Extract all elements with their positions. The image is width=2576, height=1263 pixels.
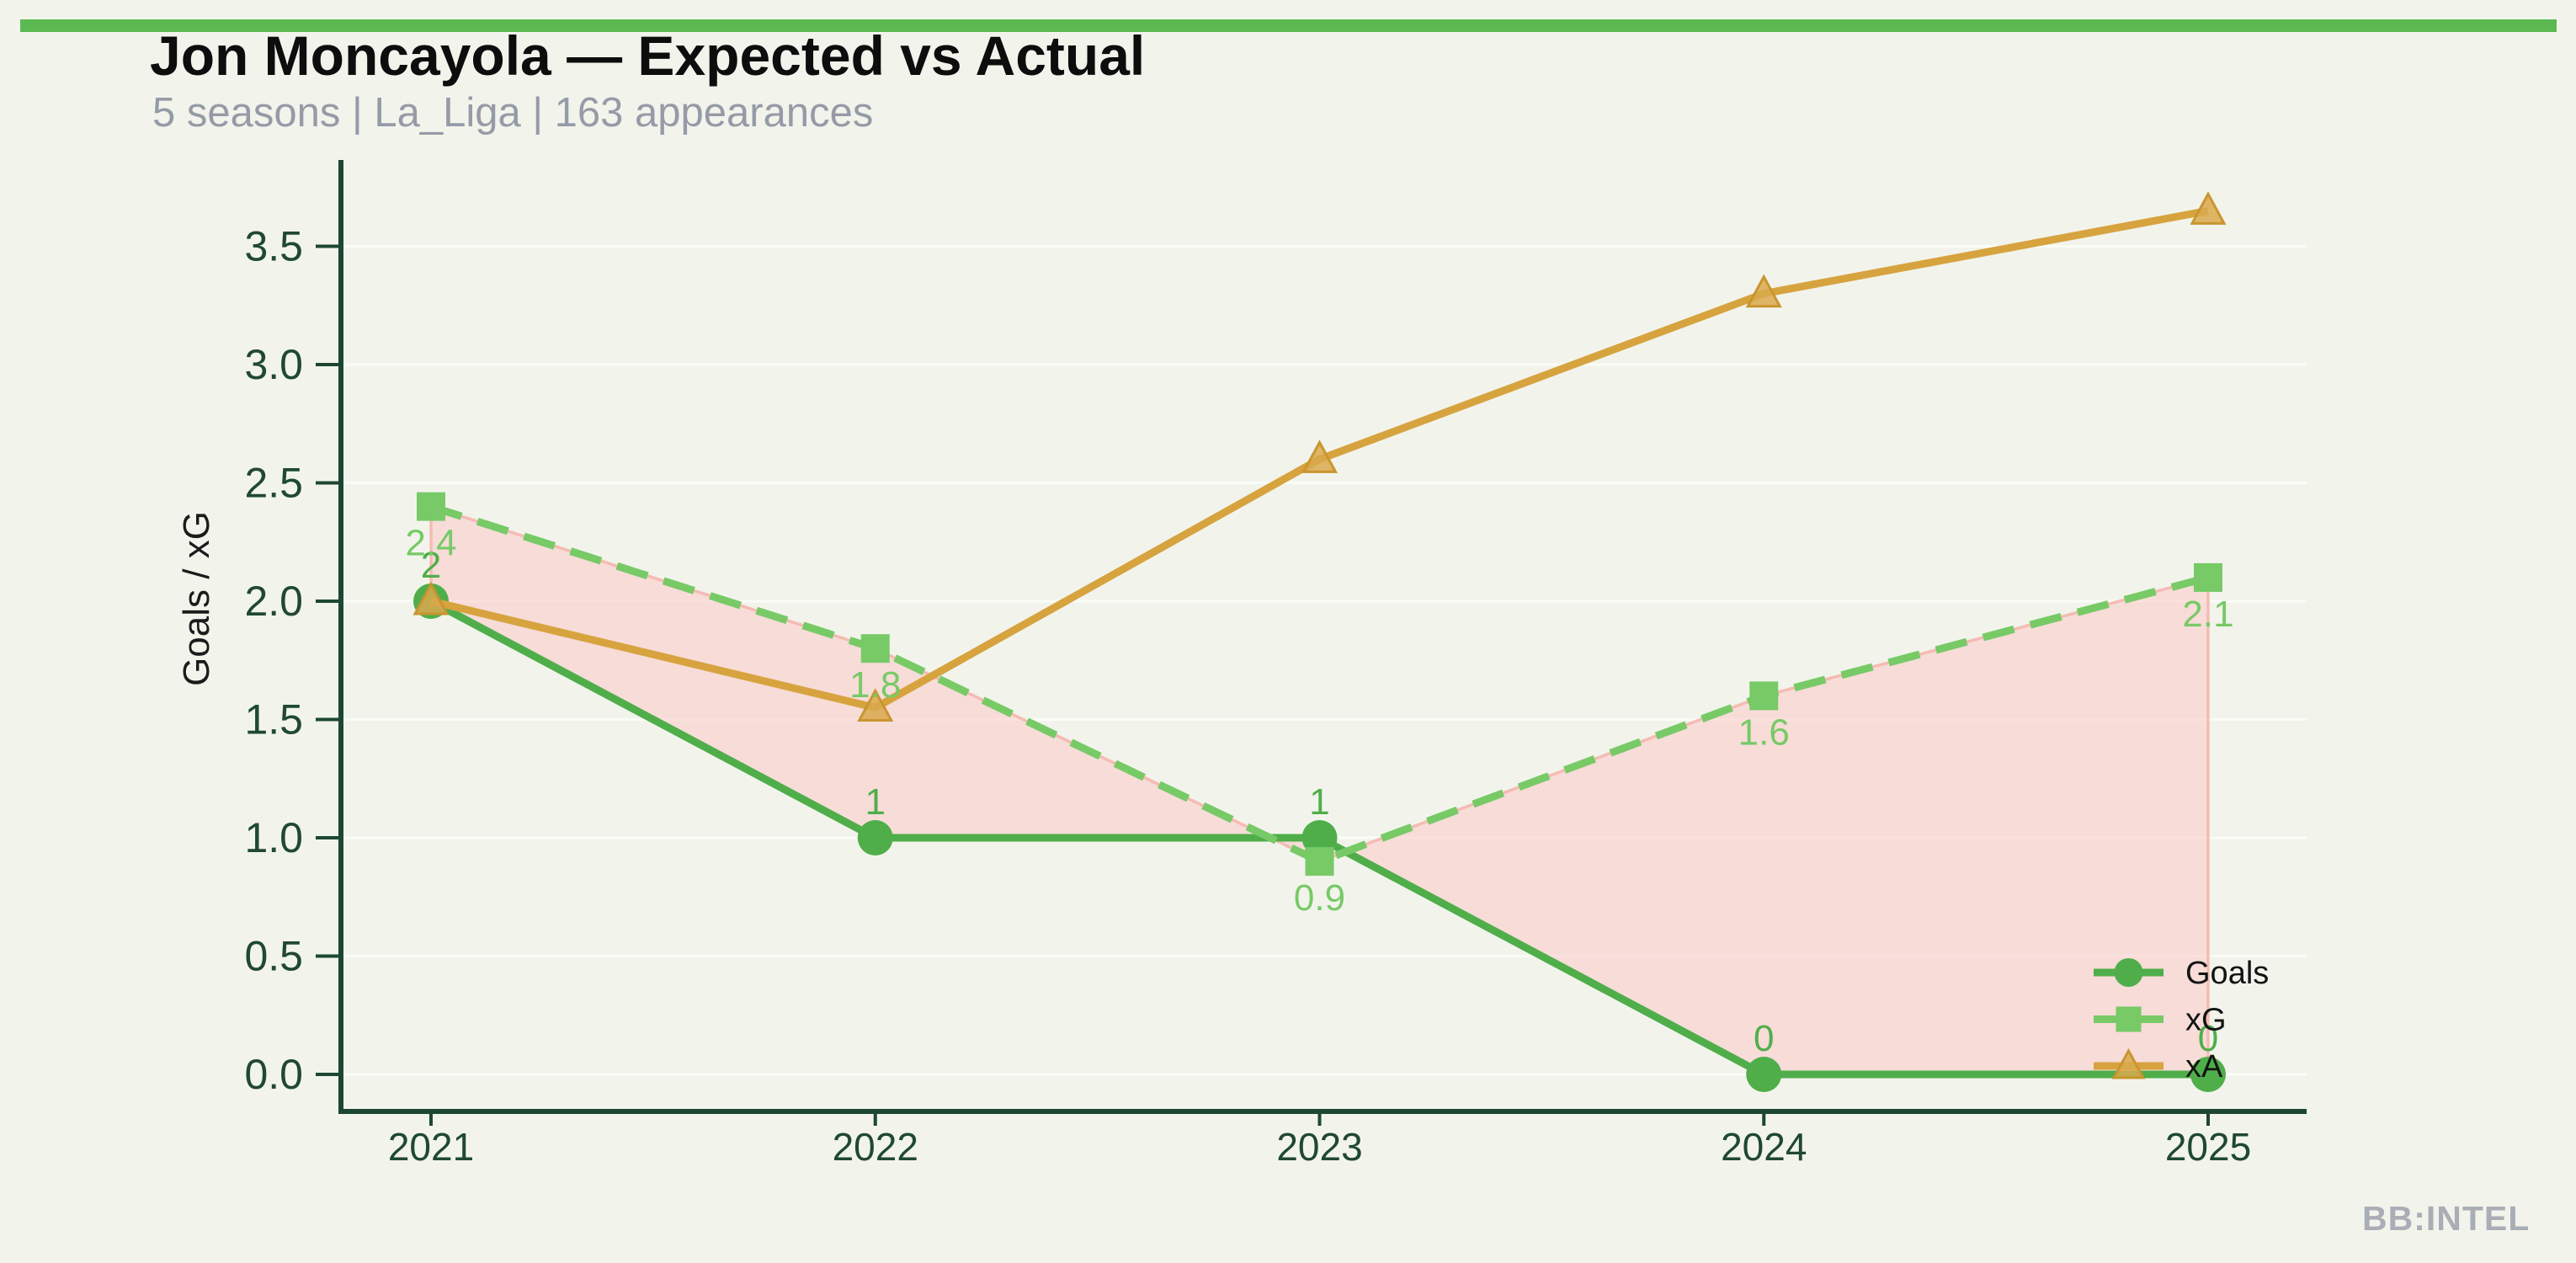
y-tick-label: 3.5 xyxy=(244,223,303,270)
xa-marker xyxy=(1745,274,1782,308)
goals-marker xyxy=(857,820,893,855)
goals-value-label: 1 xyxy=(1309,781,1329,823)
xg-value-label: 0.9 xyxy=(1294,877,1345,919)
goals-marker xyxy=(2190,1057,2226,1092)
legend-triangle-marker xyxy=(2111,1047,2146,1079)
series-xa xyxy=(412,191,2227,722)
xa-marker xyxy=(2190,191,2227,225)
legend-label: Goals xyxy=(2185,956,2269,991)
goals-value-label: 0 xyxy=(1754,1018,1774,1059)
goals-marker xyxy=(1746,1057,1782,1092)
xg-marker xyxy=(860,634,890,663)
goals-value-label: 1 xyxy=(865,781,886,823)
legend-item-goals: Goals xyxy=(2094,956,2269,991)
brand-watermark: BB:INTEL xyxy=(2362,1199,2531,1238)
goals-value-label: 0 xyxy=(2198,1018,2218,1059)
x-tick-label: 2022 xyxy=(833,1125,918,1169)
xg-value-label: 1.8 xyxy=(849,664,901,706)
xg-value-label: 2.1 xyxy=(2182,594,2233,635)
legend: Goals xG xA xyxy=(2094,956,2269,1084)
legend-circle-marker xyxy=(2114,958,2143,987)
y-axis-title: Goals / xG xyxy=(176,511,217,686)
xg-marker xyxy=(2194,562,2222,592)
legend-square-marker xyxy=(2116,1006,2142,1032)
y-tick-label: 0.5 xyxy=(244,933,303,980)
series-xg xyxy=(417,492,2222,877)
y-tick-label: 3.0 xyxy=(244,341,303,388)
xa-marker xyxy=(412,581,450,616)
xa-marker xyxy=(857,688,894,722)
y-tick-label: 1.0 xyxy=(244,814,303,861)
accent-bar xyxy=(20,19,2557,32)
x-tick-label: 2021 xyxy=(388,1125,474,1169)
xg-marker xyxy=(417,492,445,521)
xa-marker xyxy=(1301,440,1339,473)
xg-value-label: 1.6 xyxy=(1738,711,1790,753)
xg-marker xyxy=(1305,847,1334,877)
page-title: Jon Moncayola — Expected vs Actual xyxy=(150,24,1146,87)
x-tick-label: 2024 xyxy=(1721,1125,1807,1169)
goals-value-label: 2 xyxy=(421,545,441,586)
x-tick-label: 2025 xyxy=(2165,1125,2251,1169)
legend-item-xa: xA xyxy=(2094,1047,2223,1084)
xg-marker xyxy=(1749,681,1779,711)
legend-item-xg: xG xyxy=(2094,1003,2227,1038)
y-tick-label: 2.0 xyxy=(244,578,303,625)
axes: 0.0 0.5 1.0 1.5 2.0 2.5 3.0 3.5 2021 2022 2023 2024… xyxy=(176,160,2307,1169)
legend-label: xG xyxy=(2185,1003,2227,1038)
goals-marker xyxy=(1301,820,1338,855)
data-labels: 2 1 1 0 0 2.4 1.8 0.9 1.6 2.1 xyxy=(405,523,2233,1059)
page-subtitle: 5 seasons | La_Liga | 163 appearances xyxy=(152,90,874,136)
y-tick-label: 2.5 xyxy=(244,460,303,507)
y-tick-label: 1.5 xyxy=(244,696,303,743)
legend-label: xA xyxy=(2185,1049,2223,1084)
x-tick-label: 2023 xyxy=(1276,1125,1362,1169)
xg-value-label: 2.4 xyxy=(405,523,456,564)
y-tick-label: 0.0 xyxy=(244,1051,303,1098)
